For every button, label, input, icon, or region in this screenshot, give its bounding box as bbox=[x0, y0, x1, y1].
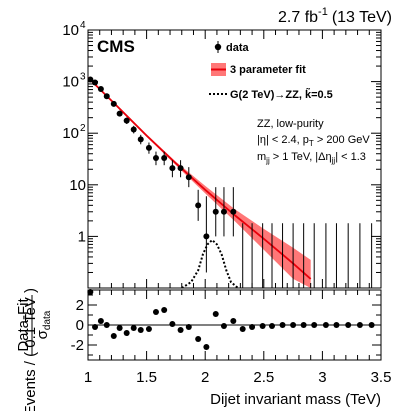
y-tick-label: 10 bbox=[62, 125, 79, 142]
pull-point bbox=[110, 333, 117, 339]
y-tick-label: 10 bbox=[62, 74, 79, 91]
main-panel bbox=[87, 29, 382, 289]
main-plot-content bbox=[88, 76, 373, 288]
pull-point bbox=[97, 318, 104, 324]
data-point bbox=[103, 93, 110, 100]
x-tick-label: 1.5 bbox=[136, 369, 157, 386]
annotation-line-2: |η| < 2.4, pT > 200 GeV bbox=[257, 134, 370, 148]
pull-point bbox=[322, 322, 329, 328]
data-point bbox=[177, 165, 184, 172]
annotation-line-1: ZZ, low-purity bbox=[257, 118, 324, 130]
data-point bbox=[130, 126, 137, 133]
pull-point bbox=[103, 322, 110, 328]
pull-point bbox=[177, 327, 184, 333]
data-point bbox=[230, 208, 237, 215]
pull-point bbox=[123, 330, 130, 336]
data-point bbox=[145, 144, 152, 151]
data-point bbox=[203, 233, 210, 240]
data-point bbox=[169, 165, 176, 172]
fit-curve bbox=[88, 76, 312, 280]
pull-point bbox=[279, 322, 286, 328]
pull-point bbox=[300, 322, 307, 328]
y-tick-label-exponent: 2 bbox=[80, 123, 86, 134]
y-tick-label: 1 bbox=[78, 228, 86, 245]
ratio-y-tick-label: 0 bbox=[76, 317, 84, 334]
pull-point bbox=[212, 311, 219, 317]
pull-point bbox=[269, 323, 276, 329]
ratio-y-tick-label: -2 bbox=[71, 337, 84, 354]
legend-fit-entry: 3 parameter fit bbox=[211, 63, 306, 76]
pull-point bbox=[130, 325, 137, 331]
data-point bbox=[110, 100, 117, 107]
pull-point bbox=[368, 322, 375, 328]
legend-data-entry: data bbox=[214, 41, 250, 54]
pull-point bbox=[311, 322, 318, 328]
pull-point bbox=[230, 318, 237, 324]
x-axis-title: Dijet invariant mass (TeV) bbox=[210, 391, 381, 408]
legend: data 3 parameter fit G(2 TeV)→ZZ, k̃=0.5 bbox=[209, 41, 333, 101]
y-tick-label-exponent: 3 bbox=[80, 72, 86, 83]
pull-point bbox=[161, 307, 168, 313]
pull-point bbox=[137, 327, 144, 333]
y-tick-label: 10 bbox=[69, 177, 86, 194]
ratio-y-tick-label: 2 bbox=[76, 297, 84, 314]
pull-point bbox=[345, 322, 352, 328]
pull-point bbox=[259, 323, 266, 329]
pull-point bbox=[145, 326, 152, 332]
pull-point bbox=[195, 336, 202, 342]
main-panel-frame bbox=[87, 29, 382, 289]
x-tick-label: 1 bbox=[84, 369, 92, 386]
data-point bbox=[137, 136, 144, 143]
legend-signal-label: G(2 TeV)→ZZ, k̃=0.5 bbox=[230, 88, 333, 101]
y-tick-label: 10 bbox=[62, 22, 79, 39]
data-point bbox=[212, 208, 219, 215]
pull-point bbox=[169, 321, 176, 327]
pull-point bbox=[333, 322, 340, 328]
data-point bbox=[161, 155, 168, 162]
ratio-y-title-numerator: Data-Fit bbox=[15, 297, 32, 351]
cms-label: CMS bbox=[97, 37, 135, 56]
x-tick-label: 2.5 bbox=[253, 369, 274, 386]
y-axis-title: Events / ( 0.1 TeV ) bbox=[22, 288, 39, 411]
data-point bbox=[152, 155, 159, 162]
pull-point bbox=[152, 309, 159, 315]
legend-signal-entry: G(2 TeV)→ZZ, k̃=0.5 bbox=[209, 88, 333, 101]
data-point bbox=[195, 202, 202, 209]
legend-fit-label: 3 parameter fit bbox=[230, 64, 306, 76]
pull-point bbox=[220, 323, 227, 329]
signal-curve bbox=[181, 238, 239, 288]
pull-point bbox=[356, 322, 363, 328]
data-point bbox=[185, 174, 192, 181]
legend-data-marker bbox=[214, 43, 222, 51]
pull-point bbox=[185, 324, 192, 330]
x-tick-label: 3 bbox=[318, 369, 326, 386]
pull-point bbox=[87, 289, 94, 295]
pull-point bbox=[290, 322, 297, 328]
data-point bbox=[92, 79, 99, 86]
data-point bbox=[97, 85, 104, 92]
y-tick-label-exponent: 4 bbox=[80, 20, 86, 31]
data-point bbox=[116, 110, 123, 117]
ratio-y-title-denominator: σdata bbox=[34, 310, 53, 339]
pull-point bbox=[249, 324, 256, 330]
annotation-line-3: mjj > 1 TeV, |Δηjj| < 1.3 bbox=[257, 151, 366, 165]
pull-point bbox=[116, 325, 123, 331]
data-point bbox=[123, 117, 130, 124]
data-point bbox=[220, 208, 227, 215]
selection-annotation: ZZ, low-purity |η| < 2.4, pT > 200 GeV m… bbox=[257, 118, 370, 165]
x-tick-label: 2 bbox=[201, 369, 209, 386]
lumi-label: 2.7 fb-1 (13 TeV) bbox=[278, 6, 392, 26]
fit-uncertainty-band bbox=[88, 76, 311, 288]
pull-point bbox=[203, 344, 210, 350]
pull-point bbox=[239, 326, 246, 332]
x-tick-label: 3.5 bbox=[371, 369, 392, 386]
data-point bbox=[88, 76, 94, 83]
ratio-y-axis-title: Data-Fit σdata bbox=[15, 295, 53, 355]
legend-data-label: data bbox=[226, 42, 250, 54]
